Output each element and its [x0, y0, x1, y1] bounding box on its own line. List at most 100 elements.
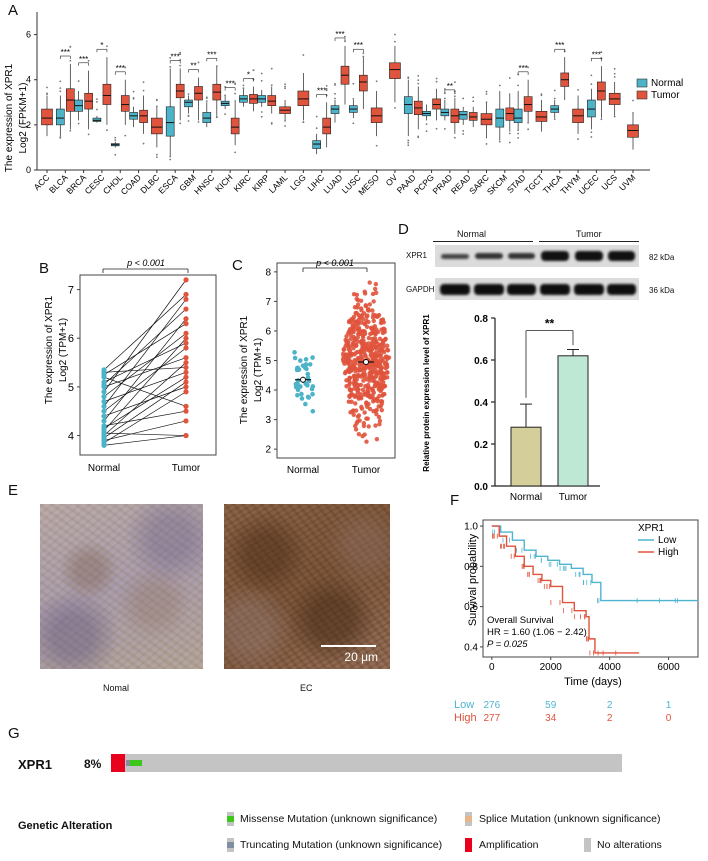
panel-label-d: D: [398, 221, 409, 238]
normal-outlier: [352, 98, 355, 100]
tumor-point: [359, 362, 365, 368]
legend-splice: Splice Mutation (unknown significance): [479, 813, 661, 825]
tumor-point: [362, 321, 368, 327]
normal-point: [101, 367, 107, 373]
tumor-point: [366, 335, 372, 341]
tumor-outlier: [472, 96, 475, 99]
sig-stars: ***: [335, 30, 344, 39]
tumor-point: [361, 378, 366, 383]
tumor-outlier: [394, 106, 396, 109]
sig-stars: ***: [61, 48, 70, 57]
legend-tumor-label: Tumor: [651, 90, 680, 101]
western-blot: Normal Tumor XPR1 82 kDa GAPDH 36 kDa: [405, 225, 705, 305]
pair-line: [103, 435, 187, 446]
tumor-point: [183, 408, 189, 414]
km-curve-high: [491, 525, 640, 654]
normal-outlier: [407, 141, 410, 144]
km-ylabel: Survival probability: [467, 533, 479, 626]
tumor-point: [355, 305, 360, 310]
tumor-point: [377, 353, 383, 359]
normal-outlier: [224, 94, 227, 97]
tumor-point: [183, 432, 189, 439]
normal-outlier: [425, 130, 428, 133]
risk-value: 1: [666, 700, 672, 711]
oncoprint-track: [111, 754, 622, 772]
tumor-point: [371, 325, 376, 331]
risk-value: 2: [607, 700, 613, 711]
km-ytick-label: 0.6: [464, 602, 478, 613]
tumor-point: [367, 365, 372, 371]
tumor-point: [183, 355, 189, 361]
unpaired-xlabel-tumor: Tumor: [352, 465, 381, 476]
tumor-point: [367, 378, 372, 383]
boxplot-ytick-label: 4: [26, 75, 31, 85]
tumor-point: [380, 338, 386, 344]
tumor-outlier: [284, 125, 286, 127]
tumor-outlier: [435, 77, 438, 80]
tumor-point: [351, 334, 357, 340]
tumor-point: [378, 374, 384, 380]
pair-line: [103, 381, 187, 439]
boxplot-category-label: ESCA: [156, 172, 180, 196]
risk-value: 276: [483, 700, 500, 711]
tumor-point: [375, 396, 380, 402]
km-legend-title: XPR1: [638, 523, 665, 534]
boxplot-category-label: SKCM: [485, 172, 509, 196]
tumor-outlier: [613, 67, 616, 70]
tumor-point: [345, 343, 351, 349]
normal-outlier: [187, 114, 190, 117]
panel-label-a: A: [8, 2, 19, 19]
blot-size-gapdh: 36 kDa: [649, 286, 675, 295]
tumor-point: [183, 321, 189, 327]
normal-outlier: [169, 155, 172, 158]
normal-outlier: [443, 127, 446, 130]
sig-stars: ***: [592, 50, 601, 59]
unpaired-ytick-label: 2: [265, 445, 271, 456]
tumor-outlier: [142, 142, 145, 145]
tumor-box: [267, 95, 277, 106]
sig-stars: **: [190, 62, 196, 71]
normal-box: [165, 106, 175, 137]
tumor-outlier: [155, 156, 158, 159]
normal-point: [310, 355, 315, 360]
km-stats-title: Overall Survival: [487, 615, 554, 626]
tumor-point: [362, 392, 367, 397]
tumor-outlier: [46, 93, 48, 95]
tumor-outlier: [527, 66, 530, 69]
unpaired-expression-plot: The expression of XPR1 Log2 (TPM+1) 2 3 4 5…: [239, 258, 396, 476]
normal-outlier: [187, 93, 190, 95]
bar-ytick-label: 0.4: [474, 398, 488, 409]
unpaired-pvalue: p < 0.001: [315, 258, 354, 268]
tumor-point: [360, 433, 365, 439]
tumor-point: [354, 373, 360, 378]
tumor-point: [372, 286, 378, 292]
km-legend-low: Low: [658, 535, 677, 546]
risk-value: 34: [545, 713, 557, 724]
tumor-point: [374, 360, 380, 365]
normal-outlier: [498, 84, 501, 87]
boxplot-category-label: TGCT: [522, 172, 545, 195]
unpaired-ytick-label: 7: [265, 297, 271, 308]
km-ytick-label: 1.0: [464, 522, 478, 533]
tumor-outlier: [234, 151, 237, 154]
tumor-outlier: [87, 59, 90, 62]
tumor-point: [371, 318, 376, 324]
tumor-point: [183, 306, 189, 312]
pair-line: [103, 347, 187, 412]
normal-outlier: [334, 97, 336, 100]
sig-stars: ***: [354, 41, 363, 50]
bar-ytick-label: 0.2: [474, 440, 488, 451]
pair-line: [103, 338, 187, 431]
km-frame: [482, 519, 699, 658]
normal-point: [303, 357, 309, 362]
normal-outlier: [169, 56, 172, 59]
tumor-outlier: [600, 118, 603, 121]
ihc-normal-image: [40, 504, 203, 669]
blot-group-tumor: Tumor: [576, 229, 602, 239]
normal-outlier: [462, 97, 465, 100]
tumor-point: [347, 375, 353, 381]
normal-outlier: [260, 115, 263, 118]
boxplot-category-label: HNSC: [192, 172, 216, 196]
tumor-outlier: [69, 59, 72, 62]
km-curve-low: [491, 525, 698, 602]
